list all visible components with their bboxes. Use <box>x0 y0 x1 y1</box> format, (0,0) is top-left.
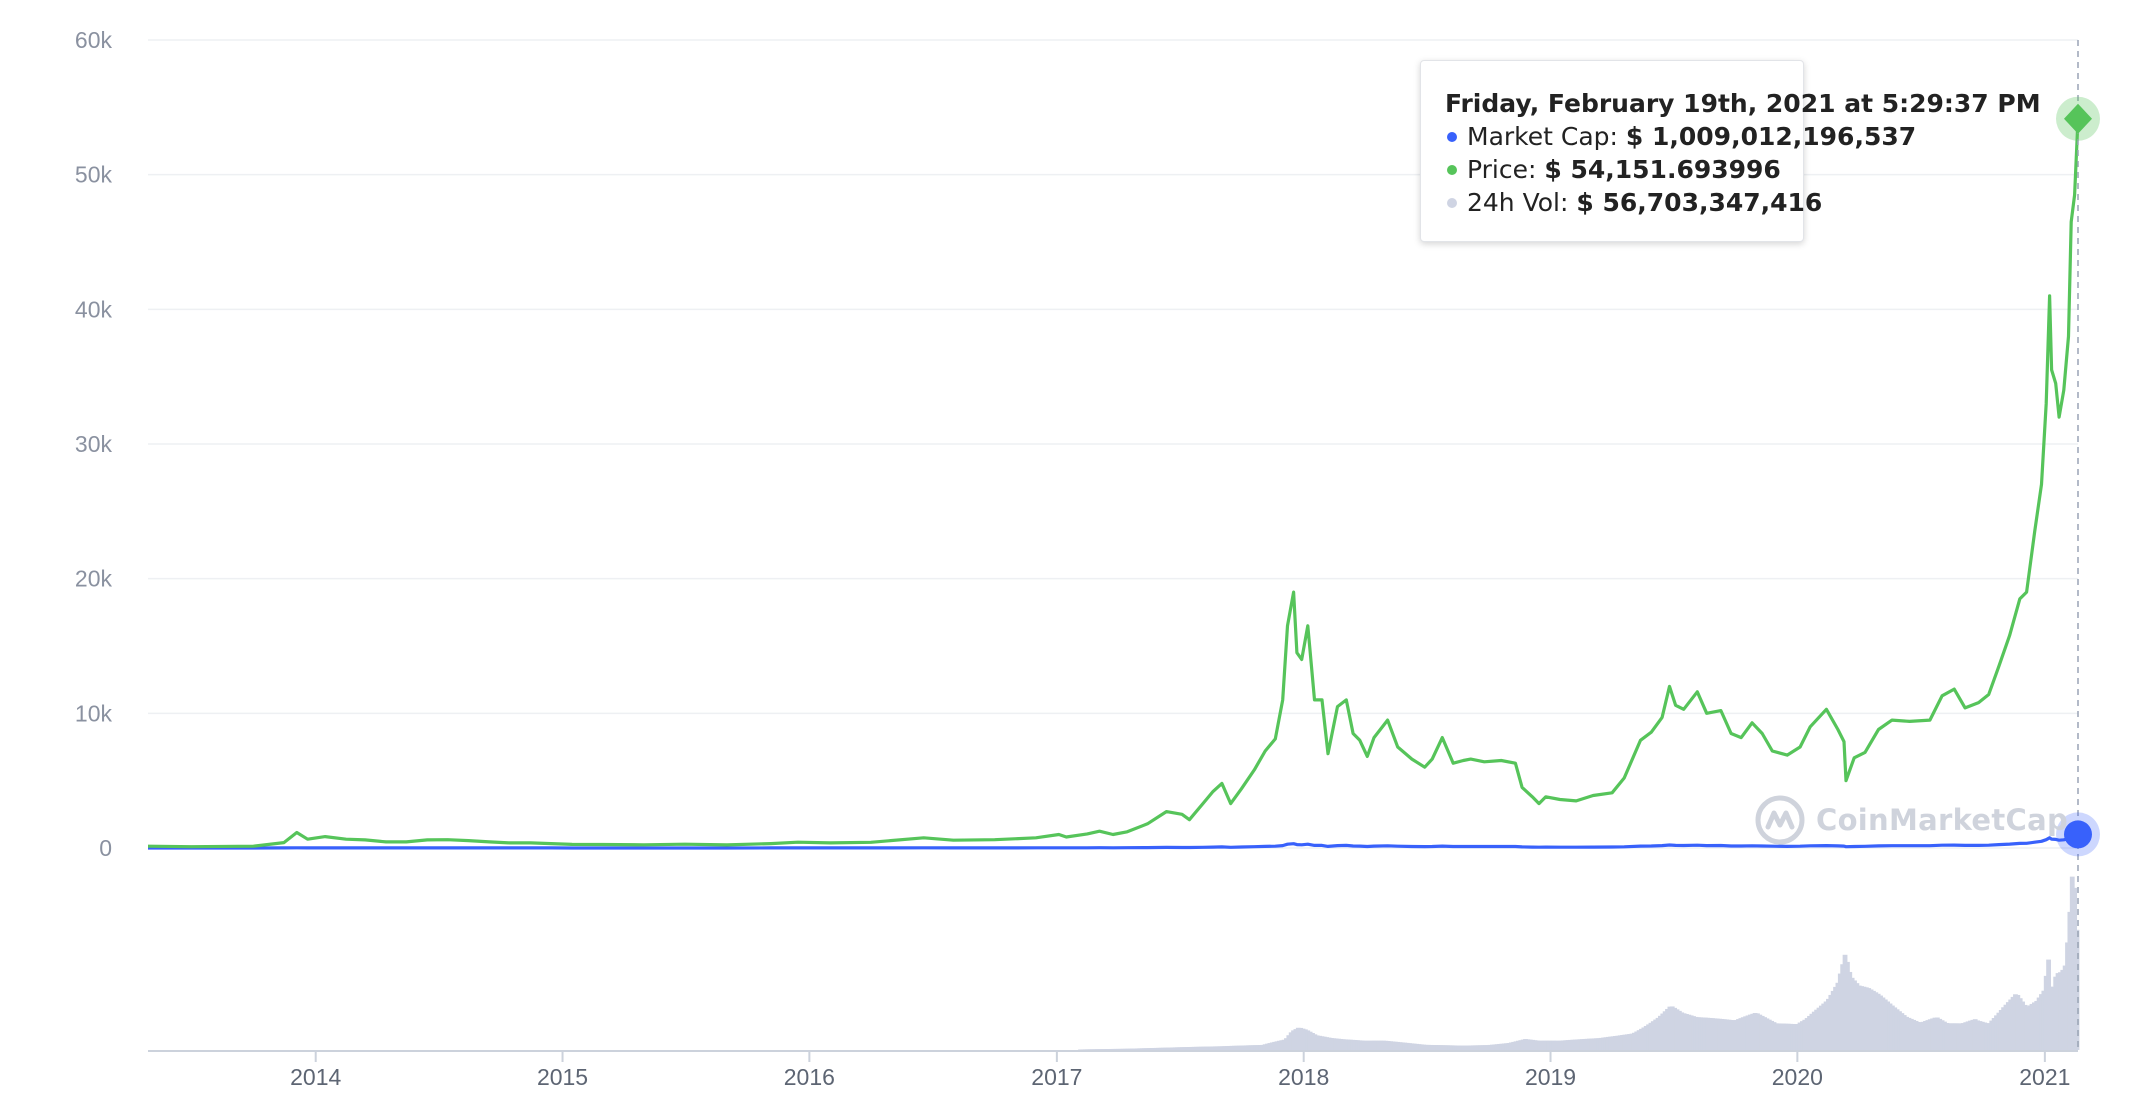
tooltip-row-volume: 24h Vol: $ 56,703,347,416 <box>1445 186 1822 219</box>
market-cap-legend-dot <box>1447 131 1457 142</box>
tooltip-value: $ 56,703,347,416 <box>1576 188 1823 217</box>
tooltip-label: Market Cap: <box>1467 122 1618 151</box>
x-tick-label: 2017 <box>1031 1064 1082 1090</box>
volume-bar <box>2074 929 2080 1050</box>
x-tick-label: 2014 <box>290 1064 341 1090</box>
volume-bars <box>1078 876 2080 1050</box>
price-marker <box>2064 103 2092 134</box>
watermark-text: CoinMarketCap <box>1816 803 2069 837</box>
tooltip-row-market-cap: Market Cap: $ 1,009,012,196,537 <box>1445 120 1916 153</box>
y-axis-tick-labels: 60k 50k 40k 30k 20k 10k 0 <box>75 27 113 861</box>
volume-legend-dot <box>1447 197 1457 208</box>
y-tick-label: 20k <box>75 566 113 592</box>
y-tick-label: 30k <box>75 431 113 457</box>
market-cap-marker <box>2064 820 2092 849</box>
x-tick-label: 2015 <box>537 1064 588 1090</box>
x-tick-label: 2016 <box>784 1064 835 1090</box>
x-tick-label: 2021 <box>2019 1064 2070 1090</box>
x-tick-label: 2018 <box>1278 1064 1329 1090</box>
y-tick-label: 0 <box>99 835 112 861</box>
y-tick-label: 10k <box>75 700 113 726</box>
price-legend-dot <box>1447 164 1457 175</box>
x-axis-tick-labels: 2014 2015 2016 2017 2018 2019 2020 2021 <box>290 1064 2070 1090</box>
x-tick-label: 2020 <box>1772 1064 1823 1090</box>
tooltip-label: 24h Vol: <box>1467 188 1569 217</box>
x-axis <box>148 1050 2078 1062</box>
hover-markers <box>2056 96 2100 857</box>
coinmarketcap-logo-icon <box>1755 795 1805 845</box>
y-tick-label: 50k <box>75 162 113 188</box>
tooltip-value: $ 54,151.693996 <box>1544 155 1781 184</box>
y-tick-label: 60k <box>75 27 113 53</box>
tooltip-label: Price: <box>1467 155 1537 184</box>
chart-tooltip: Friday, February 19th, 2021 at 5:29:37 P… <box>1420 60 2041 242</box>
x-tick-label: 2019 <box>1525 1064 1576 1090</box>
coinmarketcap-watermark: CoinMarketCap <box>1754 795 2068 845</box>
tooltip-value: $ 1,009,012,196,537 <box>1625 122 1917 151</box>
price-line <box>147 118 2080 849</box>
market-cap-line <box>148 832 2079 850</box>
series-lines <box>147 118 2080 850</box>
y-tick-label: 40k <box>75 296 113 322</box>
tooltip-title: Friday, February 19th, 2021 at 5:29:37 P… <box>1445 89 2041 118</box>
tooltip-row-price: Price: $ 54,151.693996 <box>1445 153 1803 186</box>
